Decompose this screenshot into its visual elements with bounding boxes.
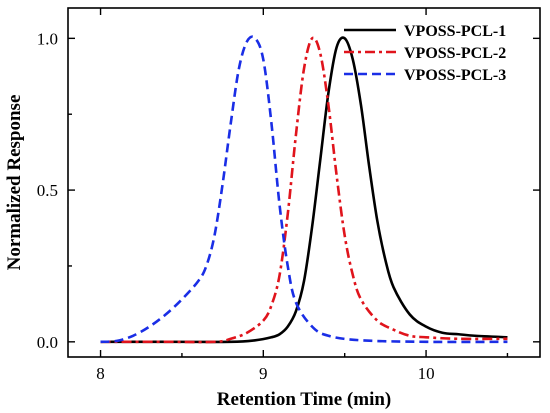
x-tick-label: 9 [259,364,268,383]
y-tick-label: 0.0 [37,333,58,352]
series-line-vposs-pcl-1 [100,36,508,344]
axes [67,7,541,358]
legend-label-vposs-pcl-1: VPOSS-PCL-1 [404,23,506,40]
series-line-vposs-pcl-2 [100,36,508,344]
x-tick-label: 10 [418,364,435,383]
legend-label-vposs-pcl-2: VPOSS-PCL-2 [404,45,506,62]
legend-label-vposs-pcl-3: VPOSS-PCL-3 [404,67,506,84]
y-tick-label: 0.5 [37,181,58,200]
plot-frame [67,7,541,358]
ticks: 8 9 10 0.0 0.5 1.0 [37,8,540,383]
x-tick-label: 8 [96,364,105,383]
y-axis-title: Normalized Response [4,95,25,271]
y-tick-label: 1.0 [37,29,58,48]
series-lines [100,35,508,344]
series-line-vposs-pcl-3 [100,35,508,344]
x-axis-title: Retention Time (min) [217,389,392,410]
legend: VPOSS-PCL-1 VPOSS-PCL-2 VPOSS-PCL-3 [344,23,506,84]
